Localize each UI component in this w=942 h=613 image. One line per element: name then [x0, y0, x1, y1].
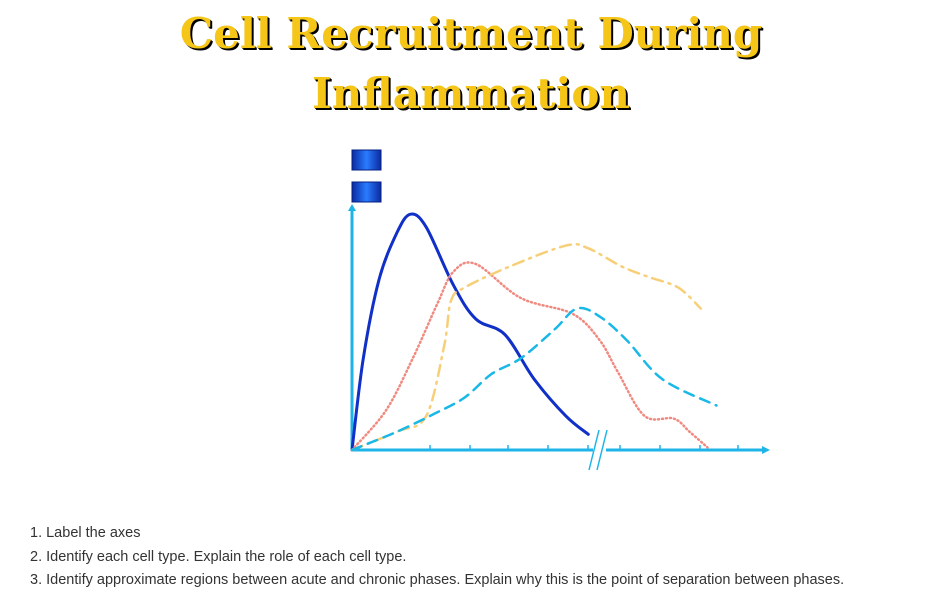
legend-swatch-2: [351, 181, 382, 203]
title-line-2: Inflammation: [312, 69, 630, 118]
page-title: Cell Recruitment During Inflammation: [0, 4, 942, 124]
legend-swatch-1: [351, 149, 382, 171]
series-line-solid: [350, 212, 590, 452]
axis-break-mark: [596, 429, 608, 471]
series-line-dotted: [350, 261, 709, 452]
legend-swatches: [351, 149, 382, 203]
x-axis-arrow: [762, 446, 770, 454]
axis-break-gap: [593, 446, 606, 454]
question-list: 1. Label the axes 2. Identify each cell …: [30, 522, 844, 593]
question-1: 1. Label the axes: [30, 525, 141, 541]
chart-series: [350, 212, 718, 452]
axis-break-mark: [588, 429, 600, 471]
series-line-dashed: [350, 306, 718, 452]
question-2: 2. Identify each cell type. Explain the …: [30, 548, 407, 565]
title-line-1: Cell Recruitment During: [179, 9, 763, 58]
y-axis-arrow: [348, 204, 356, 211]
series-line-dashdot: [350, 242, 703, 452]
question-3: 3. Identify approximate regions between …: [30, 572, 845, 588]
chart-axes: [348, 204, 770, 471]
